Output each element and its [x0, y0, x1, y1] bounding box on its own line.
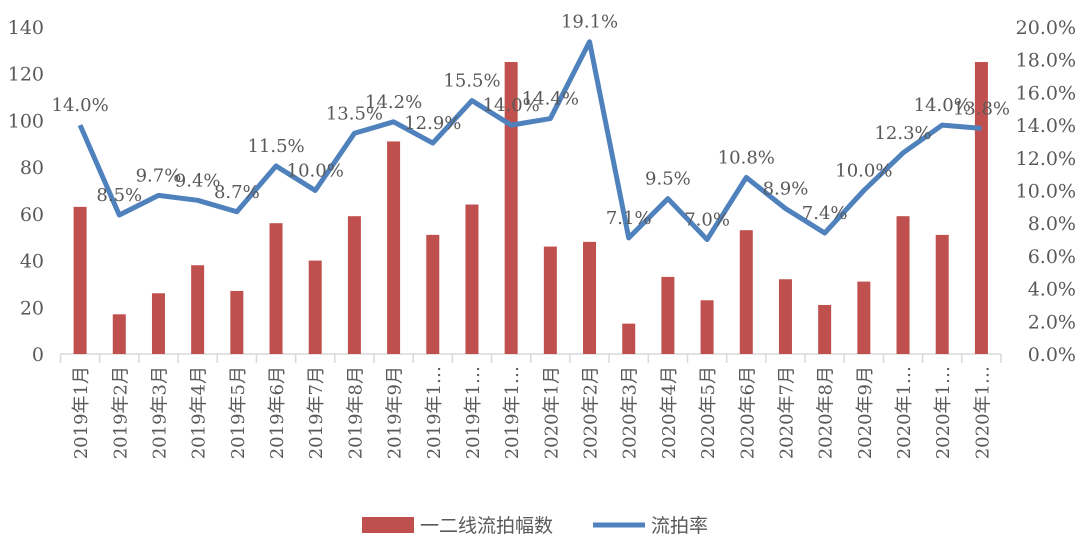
data-label: 8.7%	[214, 182, 260, 203]
bar	[622, 323, 636, 354]
y-right-tick-label: 14.0%	[1016, 115, 1076, 137]
bar	[543, 246, 557, 354]
x-tick-label: 2020年5月	[698, 366, 719, 459]
data-label: 10.0%	[835, 161, 892, 182]
bar	[465, 204, 479, 354]
y-right-tick-label: 0.0%	[1028, 344, 1076, 366]
y-left-tick-label: 40	[20, 251, 44, 273]
x-tick-label: 2019年1…	[463, 366, 484, 459]
x-tick-label: 2019年3月	[149, 366, 170, 459]
bar	[935, 234, 949, 354]
bar	[347, 216, 361, 354]
bar	[112, 314, 126, 354]
x-tick-label: 2020年9月	[855, 366, 876, 459]
bar	[700, 300, 714, 354]
x-tick-label: 2020年1…	[933, 366, 954, 459]
y-right-tick-label: 16.0%	[1016, 82, 1076, 104]
x-tick-label: 2019年1…	[424, 366, 445, 459]
data-label: 10.0%	[287, 161, 344, 182]
y-right-tick-label: 20.0%	[1016, 17, 1076, 39]
x-tick-label: 2019年5月	[228, 366, 249, 459]
y-right-tick-label: 18.0%	[1016, 50, 1076, 72]
x-tick-label: 2019年8月	[345, 366, 366, 459]
x-tick-label: 2020年4月	[659, 366, 680, 459]
data-label: 7.1%	[606, 208, 652, 229]
x-tick-label: 2020年3月	[620, 366, 641, 459]
bar	[387, 141, 401, 354]
x-tick-label: 2019年9月	[385, 366, 406, 459]
y-right-tick-label: 8.0%	[1028, 213, 1076, 235]
data-label: 10.8%	[718, 147, 775, 168]
data-label: 13.5%	[326, 103, 383, 124]
data-label: 14.0%	[483, 95, 540, 116]
data-label: 19.1%	[561, 12, 618, 33]
y-right-tick-label: 6.0%	[1028, 246, 1076, 268]
data-label: 9.4%	[175, 170, 221, 191]
bar	[583, 241, 597, 354]
data-label: 8.5%	[96, 185, 142, 206]
data-label: 14.4%	[522, 89, 579, 110]
bar	[739, 230, 753, 354]
x-tick-label: 2020年1月	[541, 366, 562, 459]
bar	[661, 276, 675, 354]
bar	[426, 234, 440, 354]
data-label: 14.0%	[914, 95, 971, 116]
x-tick-label: 2019年4月	[189, 366, 210, 459]
bar	[896, 216, 910, 354]
bar	[974, 62, 988, 355]
bar	[857, 281, 871, 354]
data-label: 15.5%	[443, 71, 500, 92]
data-label: 9.7%	[136, 165, 182, 186]
y-right-tick-label: 2.0%	[1028, 311, 1076, 333]
bar	[230, 290, 244, 354]
data-label: 8.9%	[763, 178, 809, 199]
legend-label-bars: 一二线流拍幅数	[420, 515, 553, 537]
x-tick-label: 2019年2月	[110, 366, 131, 459]
y-left-tick-label: 0	[32, 344, 44, 366]
y-left-tick-label: 80	[20, 157, 44, 179]
y-right-tick-label: 10.0%	[1016, 181, 1076, 203]
bar	[308, 260, 322, 354]
y-right-tick-label: 4.0%	[1028, 279, 1076, 301]
x-tick-label: 2019年1月	[71, 366, 92, 459]
data-label: 9.5%	[645, 169, 691, 190]
y-left-tick-label: 60	[20, 204, 44, 226]
legend-label-line: 流拍率	[651, 515, 708, 537]
legend-swatch-bars	[362, 517, 414, 533]
bar	[504, 62, 518, 355]
x-tick-label: 2020年6月	[737, 366, 758, 459]
y-left-tick-label: 140	[8, 17, 44, 39]
data-label: 14.2%	[365, 92, 422, 113]
data-label: 12.3%	[874, 123, 931, 144]
x-tick-label: 2020年1…	[894, 366, 915, 459]
x-tick-label: 2019年6月	[267, 366, 288, 459]
x-tick-label: 2020年8月	[816, 366, 837, 459]
x-tick-label: 2019年7月	[306, 366, 327, 459]
x-tick-label: 2020年2月	[581, 366, 602, 459]
y-left-tick-label: 20	[20, 297, 44, 319]
data-label: 12.9%	[404, 113, 461, 134]
data-label: 7.0%	[684, 210, 730, 231]
bar	[73, 206, 87, 354]
x-tick-label: 2019年1…	[502, 366, 523, 459]
data-label: 7.4%	[802, 203, 848, 224]
y-right-tick-label: 12.0%	[1016, 148, 1076, 170]
bar	[778, 279, 792, 354]
y-left-tick-label: 100	[8, 110, 44, 132]
bar	[818, 304, 832, 354]
data-label: 14.0%	[52, 95, 109, 116]
data-label: 11.5%	[247, 136, 304, 157]
bar	[269, 223, 283, 354]
rate-line	[77, 39, 982, 243]
data-label: 13.8%	[953, 98, 1010, 119]
bar	[191, 265, 205, 354]
y-left-tick-label: 120	[8, 64, 44, 86]
bar	[151, 293, 165, 354]
x-tick-label: 2020年7月	[776, 366, 797, 459]
x-tick-label: 2020年1…	[972, 366, 993, 459]
